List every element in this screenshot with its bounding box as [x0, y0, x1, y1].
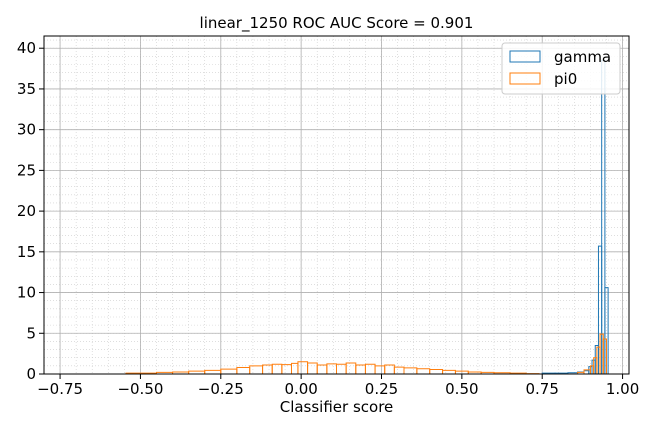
- x-tick-label: −0.50: [117, 380, 163, 398]
- histogram-bin: [384, 364, 395, 374]
- chart-title: linear_1250 ROC AUC Score = 0.901: [200, 14, 474, 33]
- histogram-bin: [316, 364, 328, 374]
- legend-swatch: [509, 50, 541, 63]
- histogram-bin: [403, 367, 418, 374]
- histogram-bin: [204, 369, 222, 374]
- major-grid: [44, 36, 629, 375]
- x-axis: −0.75 −0.50 −0.25 0.00 0.25 0.50 0.75 1.00: [37, 374, 639, 398]
- x-tick-label: 0.00: [284, 380, 317, 398]
- x-tick-label: 0.75: [526, 380, 559, 398]
- histogram-bin: [355, 364, 366, 374]
- legend-box: [501, 42, 621, 95]
- y-tick-label: 0: [26, 365, 36, 383]
- y-tick-label: 15: [17, 243, 36, 261]
- series-pi0: [125, 333, 607, 375]
- x-tick-label: 0.25: [365, 380, 398, 398]
- histogram-bin: [249, 365, 264, 374]
- histogram-bin: [291, 362, 299, 374]
- histogram-bin: [374, 365, 386, 374]
- histogram-bin: [393, 366, 405, 374]
- histogram-bin: [442, 369, 456, 374]
- histogram-bin: [429, 369, 444, 374]
- histogram-bin: [297, 361, 309, 374]
- legend-label: gamma: [554, 48, 611, 66]
- histogram-bin: [602, 338, 607, 374]
- histogram-bin: [236, 366, 251, 374]
- histogram-bin: [220, 368, 238, 374]
- y-tick-label: 40: [17, 39, 36, 57]
- y-tick-label: 35: [17, 80, 36, 98]
- x-tick-label: 0.50: [445, 380, 478, 398]
- legend-swatch: [509, 72, 541, 85]
- histogram-bin: [604, 287, 609, 374]
- series-gamma: [541, 59, 609, 374]
- series-layer: [125, 59, 609, 375]
- histogram-bin: [271, 363, 283, 374]
- histogram-bin: [307, 362, 318, 374]
- histogram-bin: [364, 363, 376, 374]
- histogram-bin: [345, 362, 357, 374]
- histogram-bin: [262, 364, 273, 374]
- x-tick-label: −0.75: [37, 380, 83, 398]
- y-tick-label: 10: [17, 284, 36, 302]
- y-tick-label: 30: [17, 121, 36, 139]
- x-tick-label: 1.00: [606, 380, 639, 398]
- y-tick-label: 5: [26, 324, 36, 342]
- legend-label: pi0: [554, 70, 577, 88]
- histogram-bin: [416, 368, 431, 374]
- legend: gamma pi0: [501, 42, 621, 95]
- y-tick-label: 20: [17, 202, 36, 220]
- x-tick-label: −0.25: [198, 380, 244, 398]
- y-tick-label: 25: [17, 161, 36, 179]
- x-axis-label: Classifier score: [280, 398, 394, 416]
- histogram-bin: [326, 363, 337, 374]
- plot-frame: [43, 35, 630, 375]
- y-axis: 0 5 10 15 20 25 30 35 40: [17, 39, 44, 383]
